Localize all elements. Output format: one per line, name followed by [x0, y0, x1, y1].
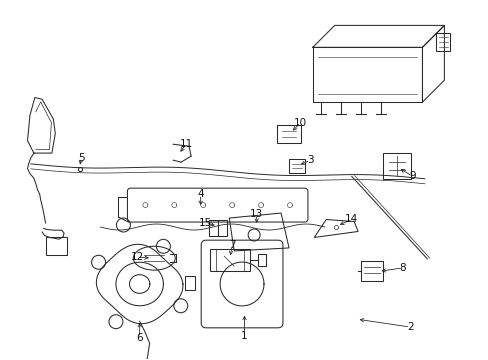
Bar	[185, 276, 195, 290]
Bar	[209, 249, 249, 271]
Text: 1: 1	[241, 331, 247, 341]
Text: 2: 2	[406, 322, 413, 332]
Text: 3: 3	[306, 155, 313, 165]
Bar	[288, 159, 304, 174]
Text: 7: 7	[228, 239, 235, 249]
Text: 13: 13	[249, 209, 263, 219]
Text: 4: 4	[197, 189, 203, 199]
Bar	[45, 237, 67, 255]
Bar	[383, 153, 410, 179]
Text: 9: 9	[408, 171, 415, 181]
Bar	[361, 261, 383, 282]
Bar	[257, 254, 265, 266]
Text: 6: 6	[136, 333, 142, 343]
Bar	[208, 220, 217, 237]
Text: 5: 5	[78, 153, 84, 163]
Text: 10: 10	[293, 118, 306, 128]
Bar	[435, 33, 449, 51]
Bar	[277, 125, 301, 143]
Text: 11: 11	[179, 139, 192, 149]
Bar	[217, 220, 226, 237]
Text: 14: 14	[345, 215, 358, 224]
Text: 15: 15	[199, 218, 212, 228]
Text: 12: 12	[130, 252, 143, 262]
Text: 8: 8	[399, 263, 406, 273]
